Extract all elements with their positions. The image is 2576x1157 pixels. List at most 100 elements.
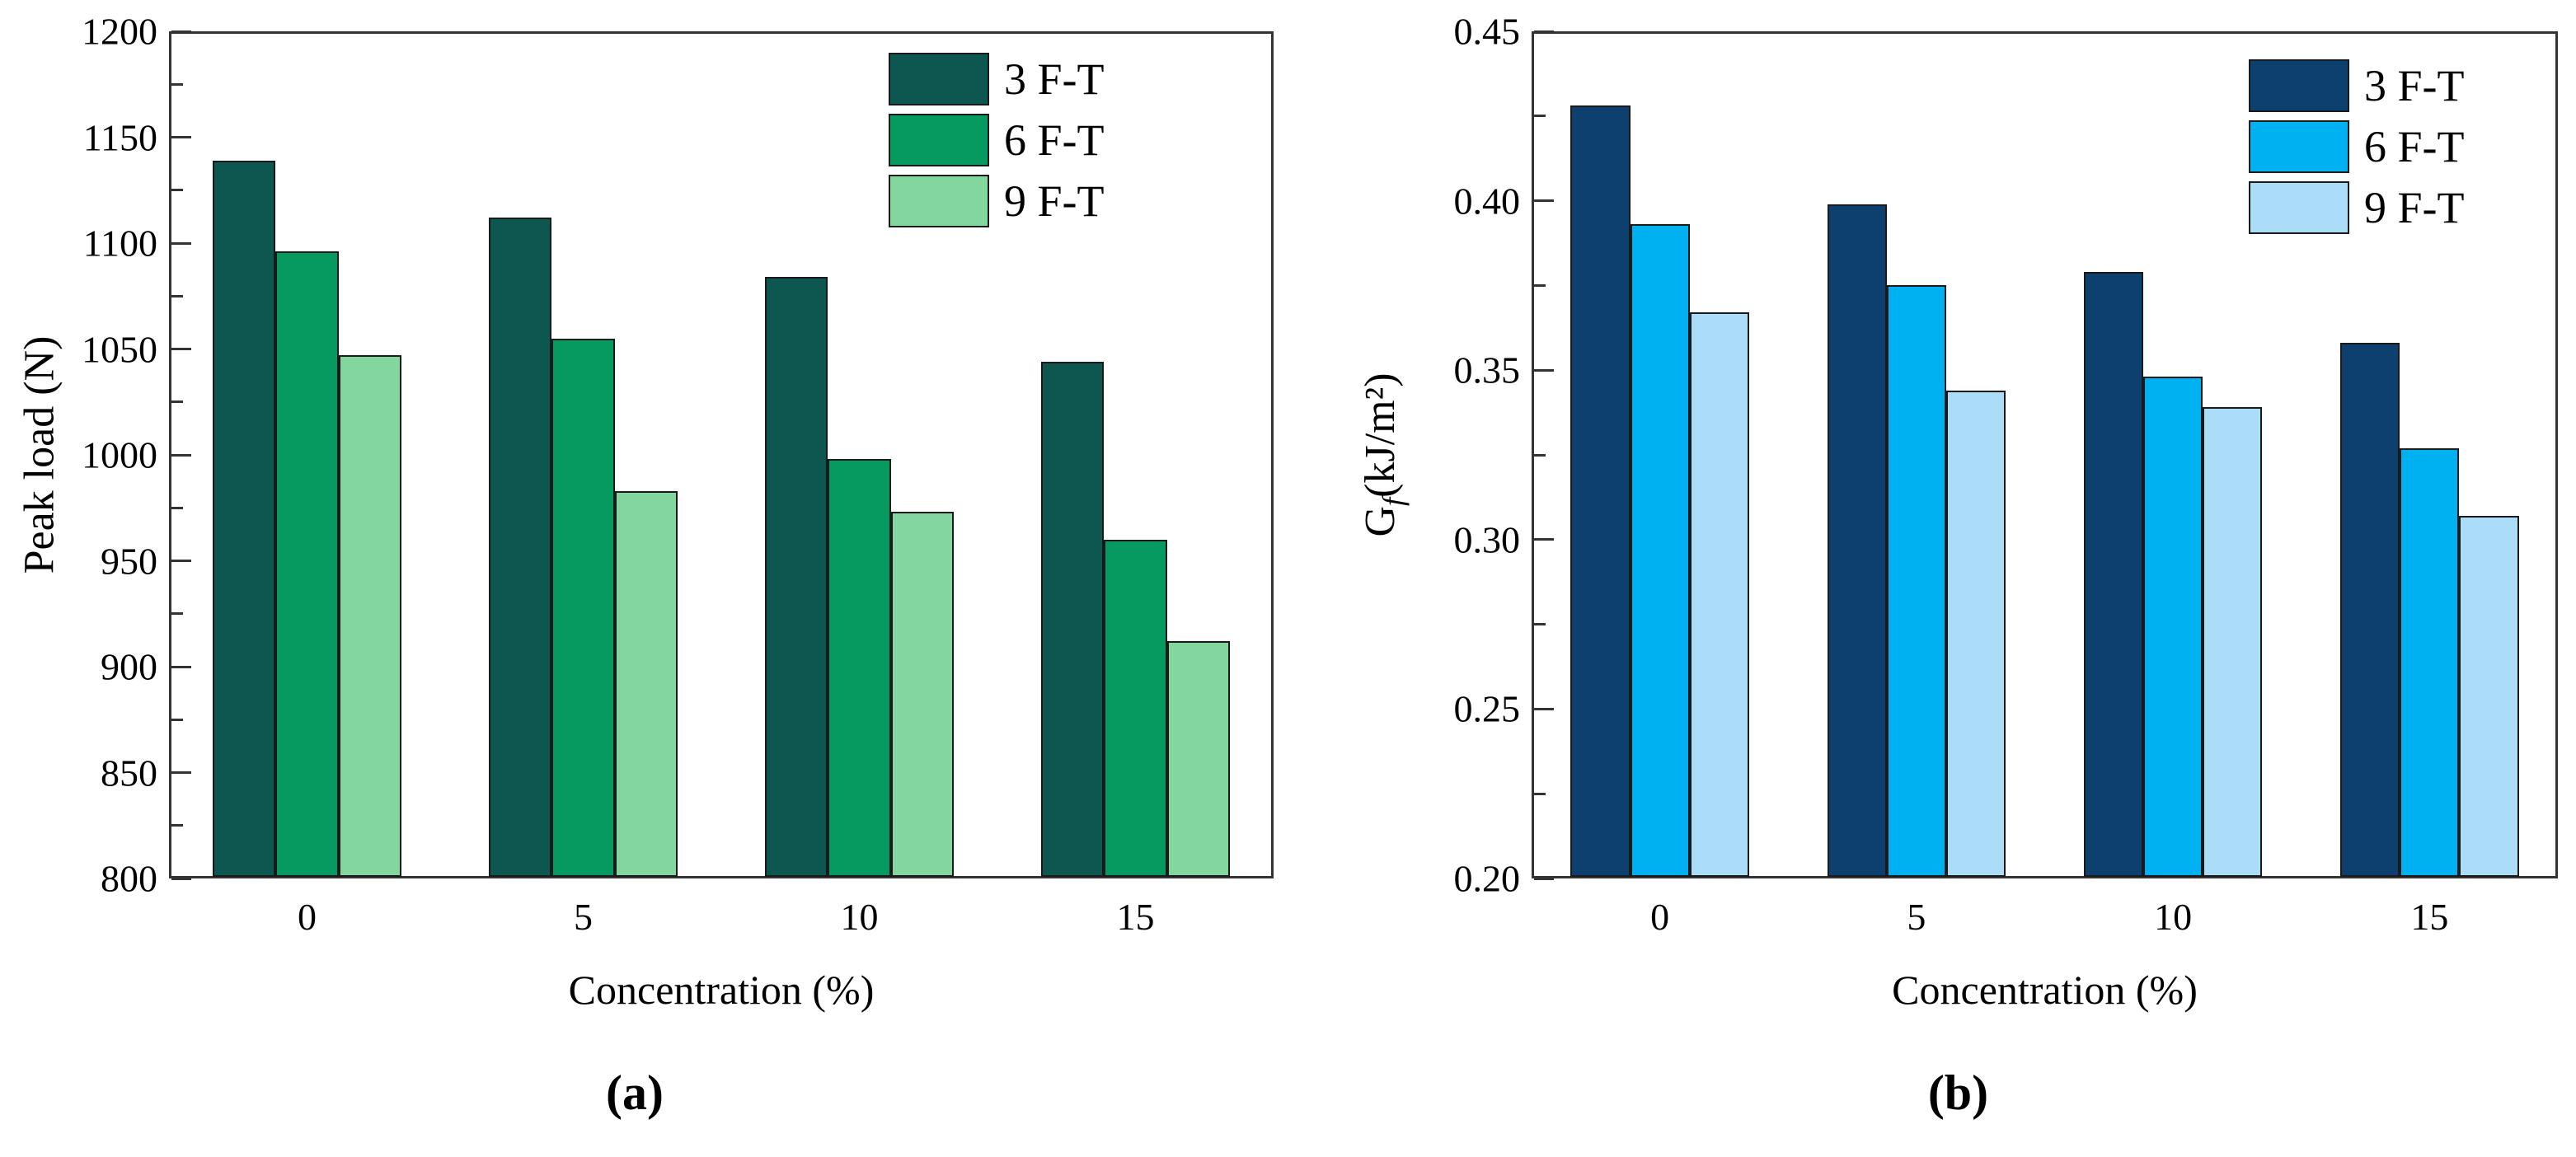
y-axis-title-pre: G [1356,505,1404,537]
y-tick-label: 0.35 [1453,349,1521,391]
bar-9F-T-x0 [338,355,402,877]
y-minor-tick [1534,792,1546,795]
y-minor-tick [1534,453,1546,457]
bar-6F-T-x15 [2400,447,2460,877]
y-major-tick [171,348,191,350]
y-tick-label: 950 [101,540,157,582]
legend-label: 6 F-T [1004,115,1105,165]
x-axis-title: Concentration (%) [1892,967,2198,1013]
y-axis-title: Gf(kJ/m²) [1356,372,1410,536]
legend-row: 3 F-T [889,53,1105,105]
bar-3F-T-x5 [488,218,552,877]
panel-sublabel: (a) [606,1066,664,1120]
bar-6F-T-x0 [275,251,339,877]
legend-label: 9 F-T [1004,176,1105,226]
y-major-tick [171,136,191,138]
bar-9F-T-x15 [2459,516,2519,877]
y-tick-label: 0.25 [1453,687,1521,730]
legend-swatch-3F-T [2249,59,2349,112]
y-major-tick [1534,199,1554,203]
y-major-tick [171,453,191,457]
legend-label: 9 F-T [2364,183,2465,232]
y-minor-tick [171,189,183,192]
legend: 3 F-T 6 F-T 9 F-T [889,53,1105,227]
y-tick-label: 1000 [82,433,157,476]
y-axis-title-sub: f [1377,497,1410,506]
legend-label: 3 F-T [1004,54,1105,104]
legend: 3 F-T 6 F-T 9 F-T [2249,59,2465,234]
y-minor-tick [1534,115,1546,118]
y-minor-tick [171,718,183,721]
y-minor-tick [171,82,183,86]
x-axis-title: Concentration (%) [568,967,875,1013]
y-major-tick [1534,707,1554,710]
y-major-tick [1534,368,1554,372]
y-tick-label: 0.40 [1453,180,1521,222]
x-tick-label: 5 [1907,896,1926,938]
y-tick-label: 850 [101,752,157,794]
y-tick-label: 900 [101,645,157,688]
legend-row: 9 F-T [2249,181,2465,234]
y-major-tick [171,771,191,774]
bar-3F-T-x10 [2083,271,2143,877]
y-minor-tick [171,400,183,404]
y-axis-title-pre: Peak load (N) [16,335,63,574]
y-tick-label: 0.45 [1453,10,1521,53]
y-axis-title-post: (kJ/m²) [1356,372,1404,498]
y-minor-tick [171,612,183,616]
legend-row: 9 F-T [889,175,1105,227]
legend-swatch-3F-T [889,53,989,105]
bar-6F-T-x10 [828,459,891,877]
bar-9F-T-x10 [2203,407,2263,877]
y-tick-label: 1100 [82,222,157,265]
bar-9F-T-x5 [1945,390,2006,877]
legend-row: 3 F-T [2249,59,2465,112]
y-minor-tick [1534,623,1546,626]
x-tick-label: 5 [574,896,593,938]
legend-swatch-9F-T [889,175,989,227]
bar-3F-T-x15 [1040,361,1105,877]
y-minor-tick [171,824,183,827]
legend-label: 6 F-T [2364,122,2465,171]
y-major-tick [1534,30,1554,33]
bar-3F-T-x15 [2340,343,2400,877]
y-major-tick [171,877,191,880]
bar-6F-T-x15 [1104,539,1167,877]
y-minor-tick [171,506,183,509]
bar-9F-T-x10 [890,512,955,877]
bar-6F-T-x10 [2143,377,2203,877]
legend-swatch-9F-T [2249,181,2349,234]
y-axis-title: Peak load (N) [16,336,64,574]
y-major-tick [171,665,191,668]
legend-swatch-6F-T [889,114,989,166]
bar-9F-T-x0 [1689,312,1749,877]
legend-swatch-6F-T [2249,120,2349,173]
y-major-tick [171,30,191,33]
y-minor-tick [171,294,183,297]
bar-3F-T-x5 [1827,204,1887,877]
x-tick-label: 0 [1650,896,1670,938]
bar-6F-T-x0 [1630,224,1690,877]
x-tick-label: 10 [840,896,879,938]
x-tick-label: 10 [2154,896,2193,938]
bar-3F-T-x10 [764,277,828,877]
legend-row: 6 F-T [889,114,1105,166]
bar-9F-T-x15 [1166,641,1231,877]
bar-6F-T-x5 [1886,285,1946,877]
bar-3F-T-x0 [1570,105,1631,877]
y-tick-label: 1050 [82,328,157,370]
bar-9F-T-x5 [614,490,678,877]
x-tick-label: 0 [298,896,317,938]
y-minor-tick [1534,283,1546,287]
y-tick-label: 0.20 [1453,857,1521,900]
x-tick-label: 15 [2410,896,2449,938]
legend-row: 6 F-T [2249,120,2465,173]
y-major-tick [1534,538,1554,541]
x-tick-label: 15 [1116,896,1155,938]
bar-3F-T-x0 [212,160,276,877]
bar-6F-T-x5 [551,338,615,877]
panel-sublabel: (b) [1927,1066,1989,1120]
y-tick-label: 800 [101,857,157,900]
y-major-tick [171,560,191,562]
